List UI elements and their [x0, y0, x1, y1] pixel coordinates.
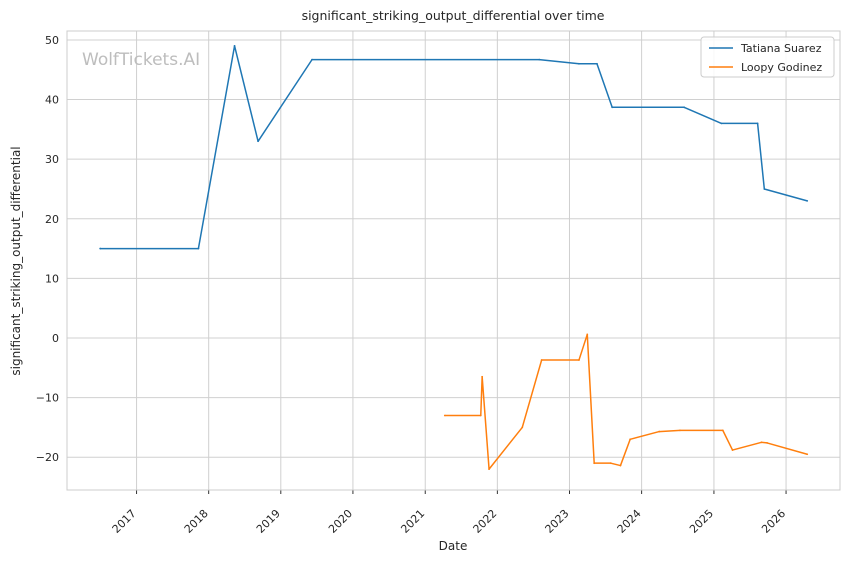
y-tick-label: 20 [45, 213, 59, 226]
y-axis-title: significant_striking_output_differential [9, 146, 23, 375]
data-point-tatiana-suarez [538, 58, 541, 61]
legend-label-tatiana-suarez: Tatiana Suarez [740, 42, 822, 55]
data-point-loopy-godinez [578, 359, 580, 361]
series-line-tatiana-suarez [100, 45, 808, 250]
data-point-loopy-godinez [806, 453, 809, 456]
y-tick-label: 40 [45, 94, 59, 107]
data-point-tatiana-suarez [720, 122, 723, 125]
data-point-loopy-godinez [629, 438, 632, 441]
data-point-loopy-godinez [443, 414, 446, 417]
data-point-loopy-godinez [586, 333, 589, 336]
data-point-loopy-godinez [521, 426, 524, 429]
chart-title: significant_striking_output_differential… [302, 8, 605, 23]
data-point-loopy-godinez [488, 468, 490, 471]
data-point-loopy-godinez [593, 462, 596, 465]
data-point-tatiana-suarez [311, 58, 313, 61]
legend-label-loopy-godinez: Loopy Godinez [741, 61, 822, 74]
x-axis-title: Date [439, 539, 468, 553]
y-tick-label: 10 [45, 272, 59, 285]
data-point-tatiana-suarez [683, 106, 685, 109]
data-point-tatiana-suarez [611, 106, 614, 109]
data-point-loopy-godinez [540, 359, 543, 361]
data-point-tatiana-suarez [233, 45, 236, 47]
y-tick-label: 0 [52, 332, 59, 345]
data-point-loopy-godinez [766, 442, 768, 444]
data-point-tatiana-suarez [806, 199, 809, 202]
plot-area [67, 31, 840, 490]
data-point-loopy-godinez [731, 449, 734, 451]
y-tick-label: 50 [45, 34, 59, 47]
plot-frame [66, 30, 841, 491]
series-layer [99, 45, 809, 471]
data-point-loopy-godinez [658, 430, 661, 433]
data-point-loopy-godinez [609, 462, 612, 465]
y-tick-label: 30 [45, 153, 59, 166]
data-point-tatiana-suarez [763, 188, 766, 190]
data-point-tatiana-suarez [99, 247, 102, 250]
data-point-tatiana-suarez [257, 140, 259, 143]
legend-box [700, 36, 835, 78]
data-point-tatiana-suarez [756, 122, 759, 125]
y-tick-label: −10 [36, 392, 59, 405]
data-point-loopy-godinez [679, 429, 681, 432]
data-point-tatiana-suarez [596, 62, 598, 65]
watermark-text: WolfTickets.AI [82, 50, 200, 70]
plot-border [66, 30, 841, 491]
data-point-loopy-godinez [481, 375, 484, 378]
legend: Tatiana Suarez Loopy Godinez [700, 36, 835, 78]
data-point-loopy-godinez [760, 441, 763, 444]
data-point-tatiana-suarez [578, 62, 580, 65]
data-point-loopy-godinez [619, 464, 622, 467]
y-tick-label: −20 [36, 451, 59, 464]
data-point-loopy-godinez [479, 414, 482, 417]
data-point-loopy-godinez [721, 429, 724, 432]
data-point-tatiana-suarez [197, 247, 200, 250]
y-tick-labels: −20 −10 0 10 20 30 40 50 [36, 34, 59, 464]
